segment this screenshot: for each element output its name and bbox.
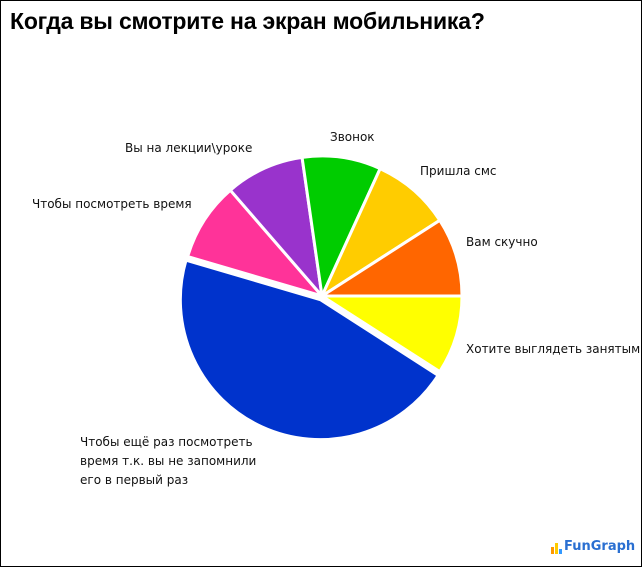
fungraph-logo: FunGraph <box>551 539 635 554</box>
slice-busy <box>316 294 464 374</box>
label-bored: Вам скучно <box>466 235 538 249</box>
slice-lecture <box>228 155 325 301</box>
slice-bored <box>316 218 464 298</box>
label-busy: Хотите выглядеть занятым <box>466 342 641 356</box>
slice-time <box>185 188 327 299</box>
label-time: Чтобы посмотреть время <box>32 197 192 211</box>
chart-title: Когда вы смотрите на экран мобильника? <box>10 8 485 34</box>
label-again-line1: Чтобы ещё раз посмотреть <box>80 435 253 449</box>
label-again-line3: его в первый раз <box>80 473 189 487</box>
label-again: Чтобы ещё раз посмотреть время т.к. вы н… <box>80 433 256 490</box>
label-lecture: Вы на лекции\уроке <box>125 141 253 155</box>
slice-sms <box>318 166 442 301</box>
label-call: Звонок <box>330 130 375 144</box>
slice-again <box>178 258 441 442</box>
logo-text: FunGraph <box>564 539 636 554</box>
slice-call <box>300 154 383 302</box>
bar-chart-icon <box>551 543 562 554</box>
label-sms: Пришла смс <box>420 164 497 178</box>
label-again-line2: время т.к. вы не запомнили <box>80 454 257 468</box>
